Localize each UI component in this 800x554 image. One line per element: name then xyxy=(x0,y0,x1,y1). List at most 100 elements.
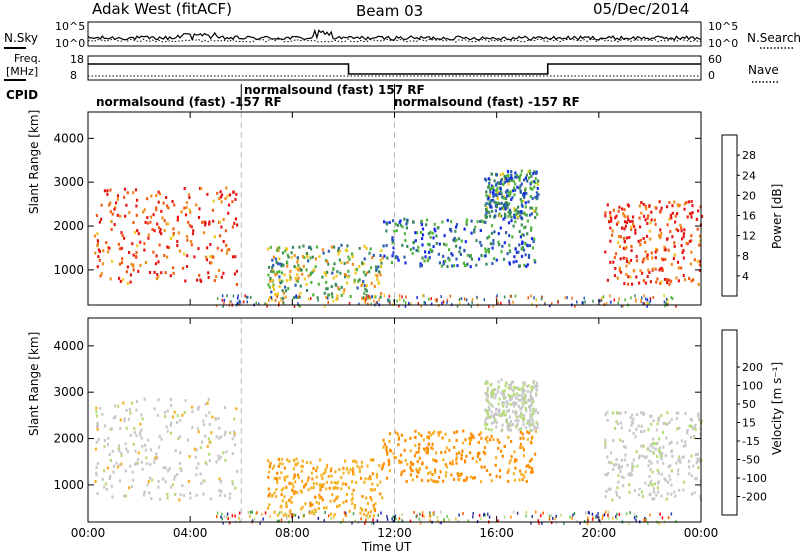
echo-cell xyxy=(643,429,646,433)
echo-cell xyxy=(94,480,97,483)
echo-cell xyxy=(151,478,154,482)
echo-cell xyxy=(632,465,635,469)
echo-cell xyxy=(637,424,640,428)
ground-scatter-cell xyxy=(317,516,320,520)
echo-cell xyxy=(127,417,130,421)
echo-cell xyxy=(646,222,649,225)
echo-cell xyxy=(442,479,445,483)
echo-cell xyxy=(623,227,626,231)
echo-cell xyxy=(664,453,667,457)
echo-cell xyxy=(509,190,512,194)
echo-cell xyxy=(631,219,634,223)
echo-cell xyxy=(285,289,288,293)
echo-cell xyxy=(646,216,649,220)
echo-cell xyxy=(118,247,122,251)
echo-cell xyxy=(416,460,419,464)
echo-cell xyxy=(333,499,336,503)
echo-cell xyxy=(618,268,621,272)
echo-cell xyxy=(165,222,168,226)
y-tick-label: 2000 xyxy=(53,219,84,233)
ground-scatter-cell xyxy=(408,301,410,305)
echo-cell xyxy=(486,435,489,439)
echo-cell xyxy=(522,381,525,385)
echo-cell xyxy=(149,215,153,219)
echo-cell xyxy=(287,255,290,259)
echo-cell xyxy=(698,243,701,247)
ground-scatter-cell xyxy=(360,517,362,521)
echo-cell xyxy=(662,461,665,465)
echo-cell xyxy=(95,473,98,477)
echo-cell xyxy=(508,234,511,238)
echo-cell xyxy=(515,259,518,263)
echo-cell xyxy=(342,501,345,505)
echo-cell xyxy=(638,216,641,220)
echo-cell xyxy=(217,416,220,420)
echo-cell xyxy=(115,461,118,465)
echo-cell xyxy=(522,448,525,452)
echo-cell xyxy=(670,440,673,444)
echo-cell xyxy=(318,255,321,259)
echo-cell xyxy=(495,407,498,411)
echo-cell xyxy=(690,234,693,238)
ground-scatter-cell xyxy=(418,517,420,521)
echo-cell xyxy=(491,262,494,265)
echo-cell xyxy=(382,445,385,449)
echo-cell xyxy=(515,175,518,179)
ground-scatter-cell xyxy=(616,512,618,516)
echo-cell xyxy=(534,195,537,199)
echo-cell xyxy=(530,397,533,400)
ground-scatter-cell xyxy=(571,296,573,300)
echo-cell xyxy=(642,236,645,240)
echo-cell xyxy=(379,259,382,262)
echo-cell xyxy=(153,229,156,233)
echo-cell xyxy=(110,427,113,431)
echo-cell xyxy=(671,204,674,208)
ground-scatter-cell xyxy=(256,511,258,515)
echo-cell xyxy=(96,244,99,248)
echo-cell xyxy=(157,275,160,279)
echo-cell xyxy=(358,264,361,268)
echo-cell xyxy=(512,389,515,393)
echo-cell xyxy=(514,419,517,423)
ground-scatter-cell xyxy=(303,513,305,517)
echo-cell xyxy=(640,444,643,448)
echo-cell xyxy=(515,208,518,212)
echo-cell xyxy=(659,282,662,285)
echo-cell xyxy=(212,199,215,203)
echo-cell xyxy=(618,245,622,248)
echo-cell xyxy=(375,472,378,476)
echo-cell xyxy=(507,192,510,195)
ground-scatter-cell xyxy=(560,513,562,517)
echo-cell xyxy=(352,466,355,470)
echo-cell xyxy=(694,477,697,481)
echo-cell xyxy=(302,255,305,258)
echo-cell xyxy=(520,182,523,186)
echo-cell xyxy=(520,210,523,213)
echo-cell xyxy=(654,250,657,254)
echo-cell xyxy=(535,206,538,210)
echo-cell xyxy=(617,463,620,467)
echo-cell xyxy=(503,413,506,416)
echo-cell xyxy=(536,422,539,426)
echo-cell xyxy=(428,250,431,254)
echo-cell xyxy=(186,254,189,258)
echo-cell xyxy=(438,261,441,265)
ground-scatter-cell xyxy=(525,510,528,514)
echo-cell xyxy=(166,496,169,500)
echo-cell xyxy=(515,213,518,217)
echo-cell xyxy=(647,447,650,451)
echo-cell xyxy=(655,493,658,497)
echo-cell xyxy=(98,250,101,254)
echo-cell xyxy=(188,208,191,212)
echo-cell xyxy=(424,255,427,259)
echo-cell xyxy=(128,211,131,215)
echo-cell xyxy=(498,214,501,218)
echo-cell xyxy=(433,227,436,231)
echo-cell xyxy=(475,460,478,464)
echo-cell xyxy=(116,465,119,469)
ground-scatter-cell xyxy=(327,296,329,300)
ground-scatter-cell xyxy=(364,521,366,525)
echo-cell xyxy=(415,231,418,235)
y-tick-label: 3000 xyxy=(53,175,84,189)
echo-cell xyxy=(166,492,169,496)
